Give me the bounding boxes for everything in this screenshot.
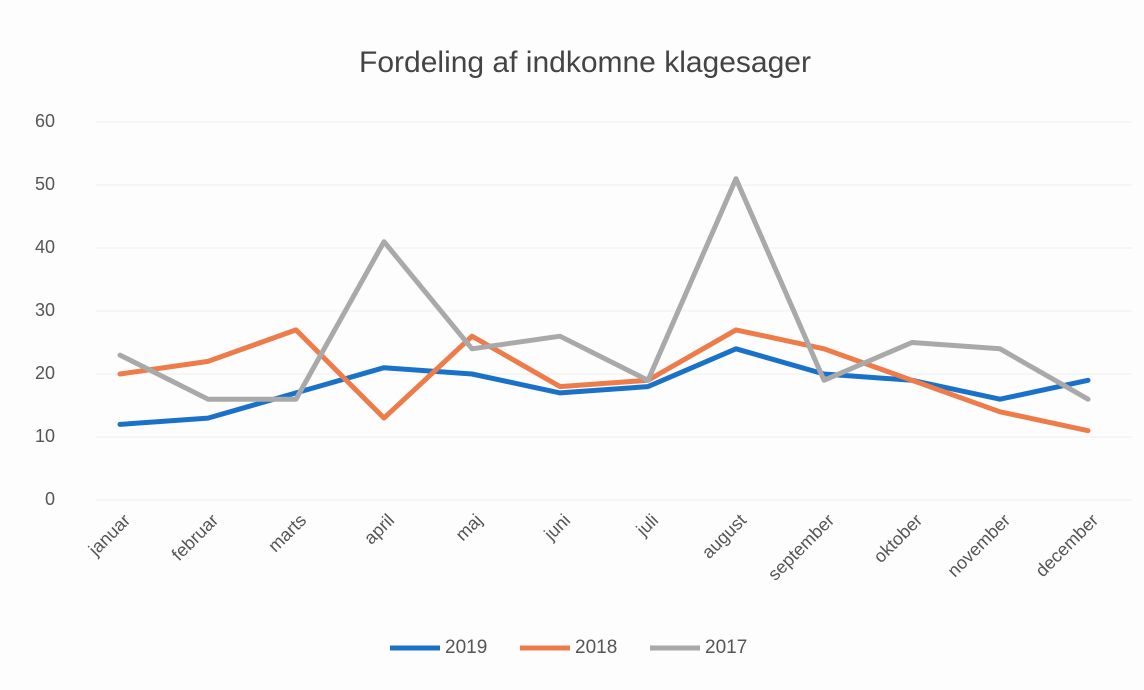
y-tick-label: 10 — [35, 426, 55, 446]
legend-label: 2017 — [705, 637, 747, 658]
y-tick-label: 0 — [45, 489, 55, 509]
y-tick-label: 40 — [35, 237, 55, 257]
y-tick-label: 20 — [35, 363, 55, 383]
legend-label: 2019 — [445, 637, 487, 658]
y-tick-label: 60 — [35, 111, 55, 131]
series-line — [117, 327, 1091, 434]
chart-title: Fordeling af indkomne klagesager — [359, 46, 811, 79]
series-line — [117, 176, 1091, 402]
y-tick-label: 30 — [35, 300, 55, 320]
y-tick-label: 50 — [35, 174, 55, 194]
legend-label: 2018 — [575, 637, 617, 658]
